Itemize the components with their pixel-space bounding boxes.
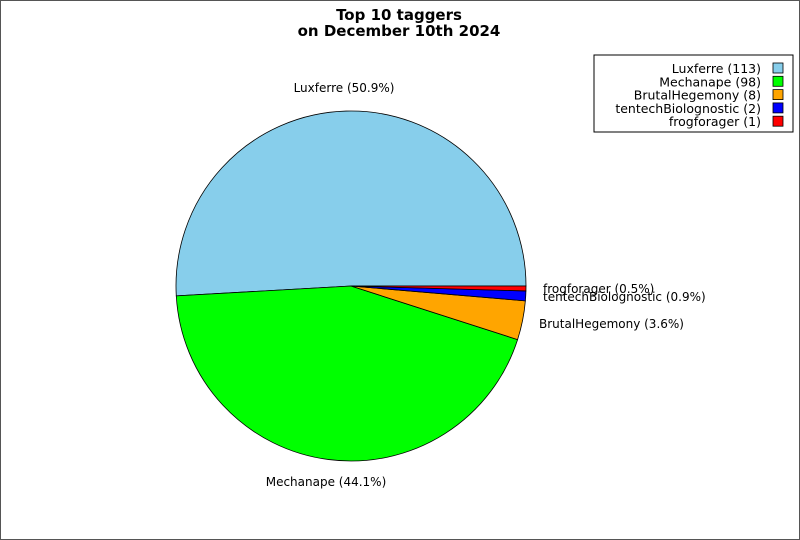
slice-luxferre xyxy=(175,110,527,297)
legend: Luxferre (113)Mechanape (98)BrutalHegemo… xyxy=(593,54,794,133)
pie-slices xyxy=(175,110,527,462)
chart-title-line-2: on December 10th 2024 xyxy=(298,22,501,40)
slice-label-luxferre: Luxferre (50.9%) xyxy=(294,81,395,95)
legend-label-mechanape: Mechanape (98) xyxy=(659,74,761,89)
legend-swatch-luxferre xyxy=(772,62,784,74)
legend-swatch-mechanape xyxy=(772,75,784,87)
slice-labels: Luxferre (50.9%) Mechanape (44.1%) BrutalH… xyxy=(266,81,706,489)
legend-label-frogforager: frogforager (1) xyxy=(669,114,761,129)
slice-frogforager xyxy=(350,285,527,292)
legend-label-brutalhegemony: BrutalHegemony (8) xyxy=(634,88,761,103)
legend-box xyxy=(593,54,794,133)
chart-title-line-1: Top 10 taggers xyxy=(336,6,462,24)
chart-title: Top 10 taggers on December 10th 2024 xyxy=(298,6,501,40)
slice-label-brutalhegemony: BrutalHegemony (3.6%) xyxy=(539,317,684,331)
legend-label-tentechbiolognostic: tentechBiolognostic (2) xyxy=(615,101,761,116)
slice-label-mechanape: Mechanape (44.1%) xyxy=(266,475,387,489)
legend-swatch-tentechbiolognostic xyxy=(772,102,784,114)
slice-label-tentechbiolognostic: tentechBiolognostic (0.9%) xyxy=(543,290,706,304)
slice-label-frogforager: frogforager (0.5%) xyxy=(543,282,654,296)
legend-label-luxferre: Luxferre (113) xyxy=(672,61,761,76)
slice-mechanape xyxy=(175,285,519,462)
legend-swatch-brutalhegemony xyxy=(772,89,784,100)
legend-swatch-frogforager xyxy=(772,115,784,127)
